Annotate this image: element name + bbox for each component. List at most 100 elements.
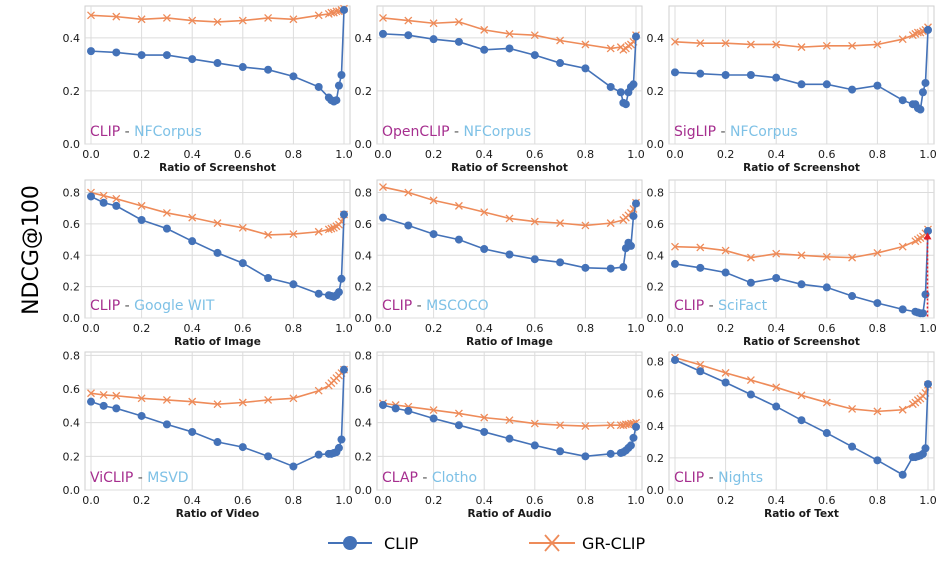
- grclip-point: [264, 13, 273, 22]
- clip-point: [924, 380, 932, 389]
- y-tick-label: 0.4: [647, 32, 665, 45]
- grclip-point: [696, 243, 705, 252]
- grclip-point: [505, 214, 514, 223]
- clip-point: [671, 68, 679, 77]
- grclip-point: [581, 40, 590, 49]
- grclip-point: [188, 16, 197, 25]
- dataset-name: Nights: [718, 470, 763, 486]
- x-tick-label: 0.8: [577, 148, 595, 161]
- clip-point: [379, 213, 387, 222]
- clip-point: [379, 29, 387, 38]
- x-tick-label: 0.8: [285, 494, 303, 507]
- x-tick-label: 0.6: [818, 494, 836, 507]
- grclip-point: [264, 230, 273, 239]
- grclip-point: [606, 421, 615, 430]
- clip-point: [696, 69, 705, 78]
- clip-point: [924, 226, 932, 235]
- panel-label: CLIP - Nights: [674, 470, 763, 486]
- clip-point: [581, 64, 590, 73]
- grclip-point: [873, 40, 882, 49]
- grclip-point: [581, 221, 590, 230]
- x-tick-label: 0.6: [234, 148, 252, 161]
- clip-point: [746, 390, 755, 399]
- clip-point: [112, 201, 121, 210]
- grclip-point: [289, 394, 298, 403]
- y-tick-label: 0.8: [355, 187, 373, 200]
- grclip-point: [454, 201, 463, 210]
- y-tick-label: 0.8: [647, 356, 665, 369]
- y-tick-label: 0.6: [355, 383, 373, 396]
- clip-point: [629, 433, 638, 442]
- label-separator: -: [704, 298, 718, 314]
- clip-point: [626, 241, 635, 250]
- x-tick-label: 1.0: [335, 494, 353, 507]
- x-tick-label: 0.4: [183, 322, 201, 335]
- x-tick-label: 1.0: [335, 148, 353, 161]
- grclip-point: [264, 396, 273, 404]
- clip-point: [429, 35, 438, 44]
- grclip-point: [556, 421, 565, 430]
- clip-point: [530, 255, 539, 264]
- clip-point: [606, 449, 615, 458]
- grclip-point: [213, 219, 222, 228]
- clip-point: [289, 280, 298, 289]
- grclip-point: [429, 196, 438, 205]
- grclip-point: [696, 39, 705, 48]
- clip-point: [581, 263, 590, 272]
- clip-point: [606, 264, 615, 273]
- y-tick-label: 0.0: [647, 484, 665, 497]
- x-tick-label: 0.0: [374, 148, 392, 161]
- grclip-point: [530, 217, 539, 226]
- grclip-point: [162, 13, 171, 22]
- grclip-point: [429, 406, 438, 415]
- x-tick-label: 0.8: [869, 148, 887, 161]
- x-tick-label: 0.8: [869, 322, 887, 335]
- y-tick-label: 0.2: [63, 85, 81, 98]
- x-tick-label: 0.8: [869, 494, 887, 507]
- x-tick-label: 1.0: [627, 148, 645, 161]
- x-axis-label: Ratio of Image: [174, 336, 261, 348]
- y-tick-label: 0.0: [63, 484, 81, 497]
- y-tick-label: 0.0: [63, 312, 81, 325]
- clip-point: [334, 443, 343, 452]
- dataset-name: NFCorpus: [730, 124, 798, 140]
- x-axis-label: Ratio of Image: [466, 336, 553, 348]
- clip-point: [721, 71, 730, 79]
- y-tick-label: 0.0: [63, 138, 81, 151]
- grclip-point: [327, 224, 336, 233]
- clip-point: [332, 96, 341, 105]
- legend-grclip-label: GR-CLIP: [582, 534, 645, 553]
- label-separator: -: [133, 470, 147, 486]
- x-tick-label: 0.0: [82, 494, 100, 507]
- clip-point: [898, 96, 907, 105]
- grclip-point: [238, 398, 247, 407]
- clip-point: [99, 198, 108, 207]
- y-tick-label: 0.4: [63, 32, 81, 45]
- clip-point: [772, 73, 781, 82]
- y-tick-label: 0.8: [63, 187, 81, 200]
- grclip-point: [213, 400, 222, 409]
- y-tick-label: 0.8: [63, 349, 81, 362]
- grclip-point: [848, 405, 857, 413]
- clip-point: [721, 268, 730, 277]
- clip-point: [454, 37, 463, 46]
- grclip-point: [606, 219, 615, 228]
- grclip-point: [238, 16, 247, 25]
- clip-point: [337, 274, 346, 283]
- clip-point: [632, 32, 640, 41]
- clip-point: [162, 51, 171, 60]
- clip-point: [238, 443, 247, 452]
- clip-point: [772, 402, 781, 411]
- grclip-point: [746, 253, 755, 262]
- clip-point: [629, 212, 638, 221]
- clip-point: [530, 51, 539, 60]
- grclip-point: [556, 36, 565, 45]
- clip-point: [505, 434, 514, 443]
- clip-point: [632, 199, 640, 208]
- grclip-point: [87, 11, 95, 20]
- clip-point: [556, 447, 565, 456]
- clip-point: [480, 245, 489, 253]
- model-name: OpenCLIP: [382, 124, 450, 140]
- clip-point: [391, 404, 400, 413]
- grclip-point: [379, 183, 387, 192]
